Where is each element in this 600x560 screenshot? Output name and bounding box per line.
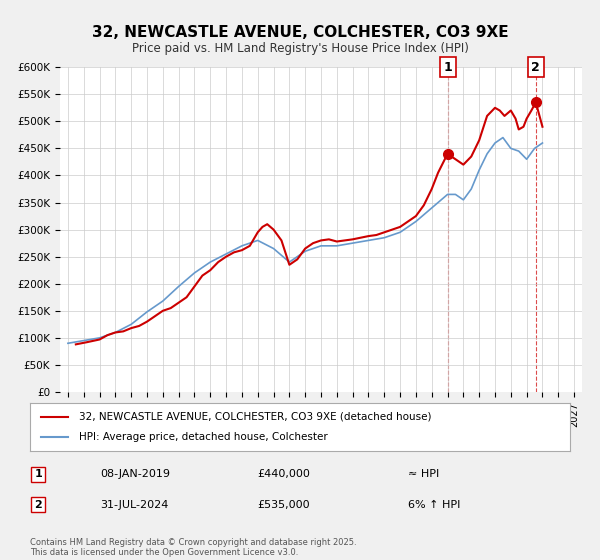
Text: 08-JAN-2019: 08-JAN-2019 [100,469,170,479]
Text: ≈ HPI: ≈ HPI [408,469,439,479]
Text: HPI: Average price, detached house, Colchester: HPI: Average price, detached house, Colc… [79,432,328,442]
Text: 31-JUL-2024: 31-JUL-2024 [100,500,169,510]
Text: Contains HM Land Registry data © Crown copyright and database right 2025.
This d: Contains HM Land Registry data © Crown c… [30,538,356,557]
Text: 1: 1 [34,469,42,479]
Text: 32, NEWCASTLE AVENUE, COLCHESTER, CO3 9XE: 32, NEWCASTLE AVENUE, COLCHESTER, CO3 9X… [92,25,508,40]
Text: 32, NEWCASTLE AVENUE, COLCHESTER, CO3 9XE (detached house): 32, NEWCASTLE AVENUE, COLCHESTER, CO3 9X… [79,412,431,422]
Text: 2: 2 [34,500,42,510]
Text: 2: 2 [532,60,540,74]
Text: £440,000: £440,000 [257,469,310,479]
Text: Price paid vs. HM Land Registry's House Price Index (HPI): Price paid vs. HM Land Registry's House … [131,42,469,55]
Text: 6% ↑ HPI: 6% ↑ HPI [408,500,460,510]
Text: £535,000: £535,000 [257,500,310,510]
Text: 1: 1 [443,60,452,74]
